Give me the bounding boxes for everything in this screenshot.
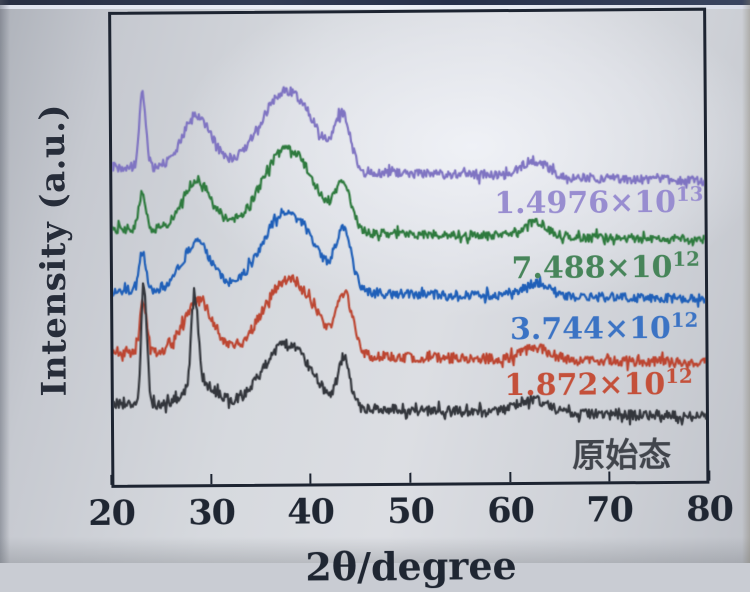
x-tick-label-60: 60	[487, 489, 535, 532]
photo-bottom-shadow	[0, 537, 750, 563]
screen-top-bezel	[0, 0, 750, 5]
series-label-exponent: 12	[670, 307, 699, 332]
series-label-fluence-1.872e12: 1.872×1012	[393, 364, 693, 404]
series-label-base: 1.4976×10	[494, 184, 677, 222]
x-tick-mark	[209, 474, 213, 485]
series-label-fluence-3.744e12: 3.744×1012	[398, 307, 699, 348]
series-label-exponent: 13	[675, 181, 704, 206]
series-label-base: 3.744×10	[509, 310, 671, 348]
series-label-base: 7.488×10	[511, 249, 673, 287]
series-label-fluence-7.488e12: 7.488×1012	[400, 247, 700, 287]
x-tick-mark	[110, 474, 113, 485]
x-tick-label-80: 80	[686, 488, 734, 530]
x-tick-mark	[708, 470, 711, 481]
series-label-base: 原始态	[572, 434, 672, 475]
y-axis-label: Intensity (a.u.)	[32, 103, 75, 397]
x-axis-label: 2θ/degree	[305, 543, 517, 590]
series-label-pristine: 原始态	[403, 428, 671, 478]
x-tick-label-70: 70	[586, 489, 634, 531]
x-tick-label-20: 20	[88, 492, 136, 535]
photo-left-shadow	[0, 0, 10, 563]
x-tick-label-30: 30	[188, 491, 236, 534]
series-label-fluence-1.4976e13: 1.4976×1013	[403, 182, 703, 222]
series-label-exponent: 12	[665, 363, 693, 388]
screen-top-glint	[0, 5, 750, 9]
series-label-base: 1.872×10	[504, 366, 666, 404]
series-label-exponent: 12	[672, 246, 700, 271]
x-tick-label-40: 40	[287, 491, 335, 533]
x-tick-mark	[309, 473, 312, 484]
photo-right-shadow	[742, 0, 750, 563]
xrd-figure: Intensity (a.u.) 20 30 40 50 60 70 80 2θ…	[32, 7, 734, 589]
x-tick-label-50: 50	[387, 490, 435, 532]
